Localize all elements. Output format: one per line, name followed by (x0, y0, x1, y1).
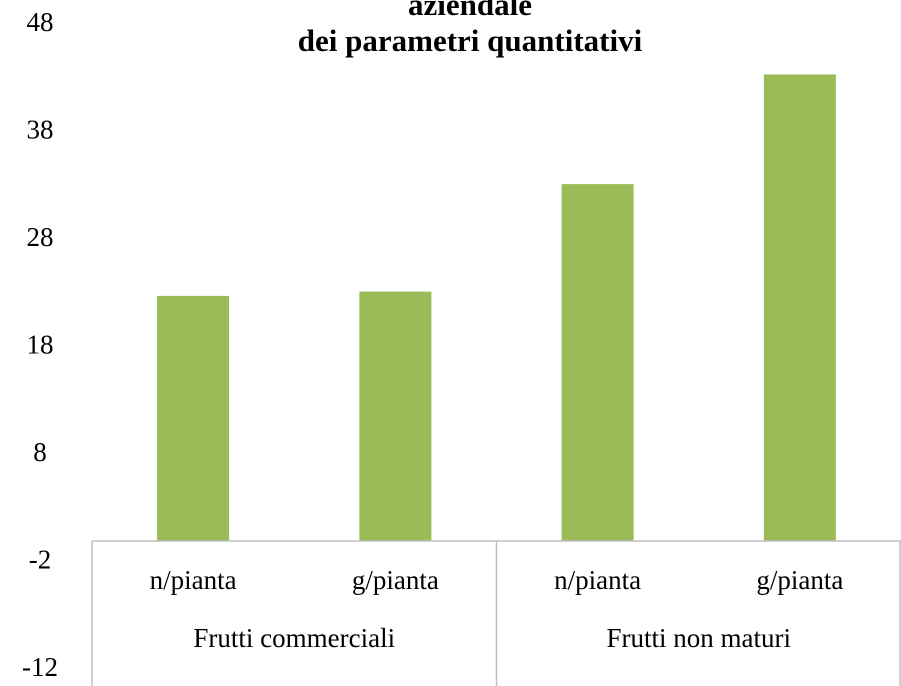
x-tick-label: g/pianta (756, 565, 843, 595)
y-tick-label: -2 (29, 545, 52, 575)
group-label: Frutti non maturi (607, 623, 792, 653)
x-tick-label: g/pianta (352, 565, 439, 595)
chart-title: dei parametri quantitativi (298, 23, 643, 58)
y-tick-label: 38 (27, 115, 54, 145)
x-tick-label: n/pianta (554, 565, 641, 595)
bar (763, 74, 836, 541)
bar (359, 291, 432, 541)
group-label: Frutti commerciali (193, 623, 395, 653)
x-tick-label: n/pianta (150, 565, 237, 595)
y-tick-label: 8 (33, 437, 47, 467)
y-tick-label: 18 (27, 330, 54, 360)
chart-title: aziendale (408, 0, 532, 22)
bar (561, 184, 634, 541)
bar (157, 295, 230, 541)
y-tick-label: -12 (22, 652, 58, 682)
y-tick-label: 48 (27, 7, 54, 37)
y-tick-label: 28 (27, 222, 54, 252)
